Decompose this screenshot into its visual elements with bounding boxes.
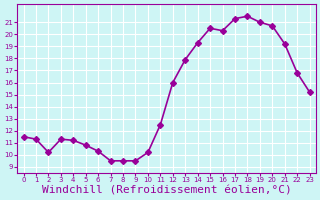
X-axis label: Windchill (Refroidissement éolien,°C): Windchill (Refroidissement éolien,°C) xyxy=(42,186,292,196)
